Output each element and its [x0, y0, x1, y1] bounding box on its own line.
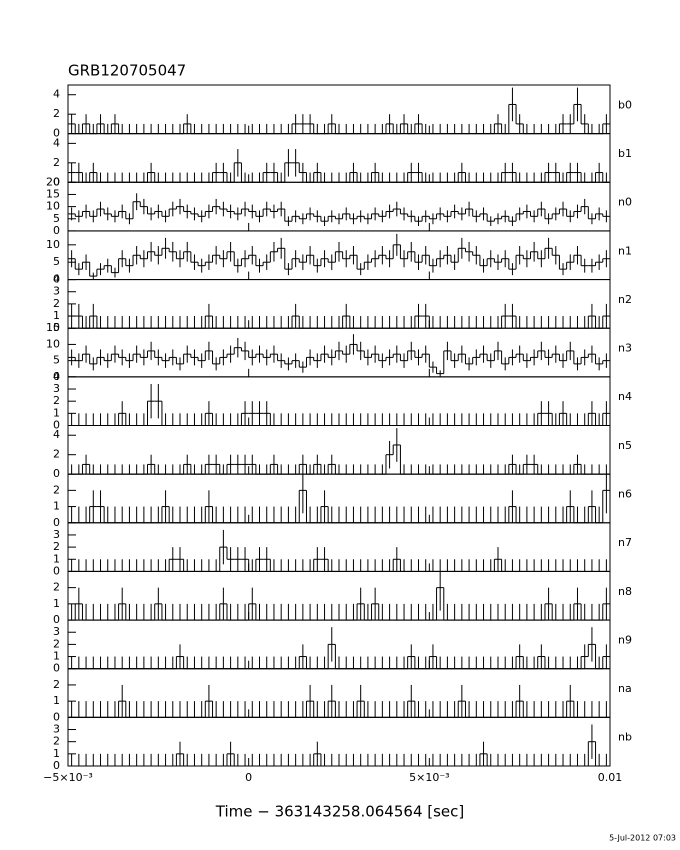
y-tick-label: 10	[46, 200, 60, 213]
panel-label: n2	[618, 293, 632, 306]
panel-label: n5	[618, 439, 632, 452]
y-tick-label: 1	[53, 309, 60, 322]
y-tick-label: 0	[53, 224, 60, 237]
y-tick-label: 3	[53, 625, 60, 638]
panel-label: n4	[618, 390, 632, 403]
y-tick-label: 0	[53, 419, 60, 432]
y-tick-label: 4	[53, 136, 60, 149]
panel-label: b0	[618, 98, 632, 111]
y-tick-label: 0	[53, 321, 60, 334]
y-tick-label: 2	[53, 678, 60, 691]
panel-label: b1	[618, 147, 632, 160]
y-tick-label: 0	[53, 370, 60, 383]
x-tick-label: 0.01	[598, 771, 623, 784]
y-tick-label: 15	[46, 321, 60, 334]
y-tick-label: 0	[53, 127, 60, 140]
y-tick-label: 1	[53, 650, 60, 663]
y-tick-label: 0	[53, 467, 60, 480]
x-axis-label: Time − 363143258.064564 [sec]	[215, 803, 465, 821]
panel-label: nb	[618, 731, 632, 744]
y-tick-label: 1	[53, 500, 60, 513]
y-tick-label: 0	[53, 516, 60, 529]
y-tick-label: 5	[53, 354, 60, 367]
panel-label: n9	[618, 633, 632, 646]
y-tick-label: 1	[53, 406, 60, 419]
y-tick-label: 20	[46, 175, 60, 188]
y-tick-label: 3	[53, 285, 60, 298]
y-tick-label: 2	[53, 156, 60, 169]
x-tick-label: 0	[245, 771, 252, 784]
x-tick-label: 5×10⁻³	[409, 771, 449, 784]
y-tick-label: 2	[53, 297, 60, 310]
y-tick-label: 1	[53, 747, 60, 760]
y-tick-label: 2	[53, 540, 60, 553]
y-tick-label: 2	[53, 394, 60, 407]
y-tick-label: 2	[53, 107, 60, 120]
y-tick-label: 0	[53, 759, 60, 772]
y-tick-label: 2	[53, 581, 60, 594]
panel-label: n8	[618, 585, 632, 598]
y-tick-label: 2	[53, 483, 60, 496]
panel-label: na	[618, 682, 632, 695]
y-tick-label: 4	[53, 428, 60, 441]
y-tick-label: 3	[53, 528, 60, 541]
y-tick-label: 2	[53, 735, 60, 748]
y-tick-label: 1	[53, 694, 60, 707]
y-tick-label: 4	[53, 273, 60, 286]
y-tick-label: 10	[46, 238, 60, 251]
y-tick-label: 1	[53, 597, 60, 610]
panel-label: n7	[618, 536, 632, 549]
y-tick-label: 1	[53, 552, 60, 565]
y-tick-label: 15	[46, 187, 60, 200]
y-tick-label: 0	[53, 273, 60, 286]
y-tick-label: 0	[53, 175, 60, 188]
y-tick-label: 4	[53, 370, 60, 383]
panel-label: n1	[618, 244, 632, 257]
y-tick-label: 0	[53, 564, 60, 577]
footer-date: 5-Jul-2012 07:03	[609, 834, 676, 843]
y-tick-label: 3	[53, 382, 60, 395]
y-tick-label: 4	[53, 88, 60, 101]
y-tick-label: 3	[53, 723, 60, 736]
chart-title: GRB120705047	[68, 62, 186, 80]
y-tick-label: 5	[53, 212, 60, 225]
panel-label: n0	[618, 196, 632, 209]
panel-label: n3	[618, 342, 632, 355]
y-tick-label: 10	[46, 337, 60, 350]
y-tick-label: 2	[53, 448, 60, 461]
panel-label: n6	[618, 487, 632, 500]
y-tick-label: 5	[53, 255, 60, 268]
y-tick-label: 2	[53, 637, 60, 650]
y-tick-label: 0	[53, 710, 60, 723]
y-tick-label: 0	[53, 613, 60, 626]
y-tick-label: 0	[53, 662, 60, 675]
x-tick-label: −5×10⁻³	[43, 771, 93, 784]
